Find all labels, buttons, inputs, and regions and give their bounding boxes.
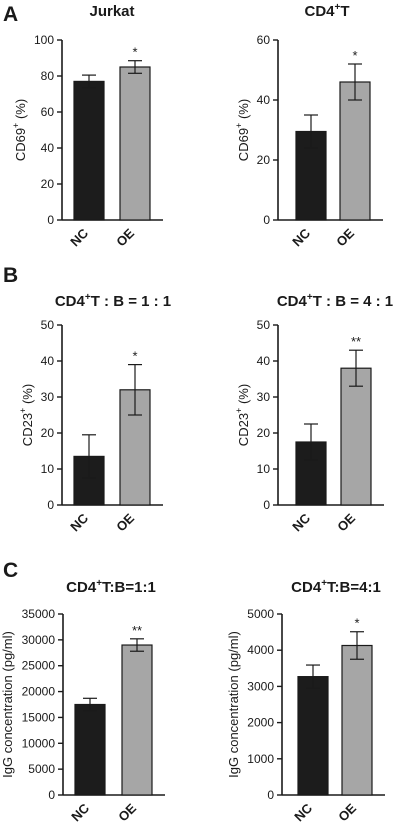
y-axis-label: CD23+ (%)	[18, 384, 35, 446]
bar-oe	[119, 66, 151, 221]
y-axis-label: IgG concentration (pg/ml)	[0, 631, 15, 778]
panel-letter-a: A	[3, 3, 18, 26]
chart-2: CD4+T 0 20 40 60 CD69+ (%) NC * OE	[234, 2, 383, 249]
chart-title: CD4+T:B=1:1	[66, 578, 156, 596]
y-tick-label: 80	[41, 69, 55, 83]
y-tick-label: 20	[257, 153, 271, 167]
category-label: OE	[335, 800, 359, 824]
bar-nc	[73, 80, 105, 221]
significance-marker: *	[132, 45, 137, 60]
category-label: OE	[334, 510, 358, 534]
chart-title: CD4+T : B = 1 : 1	[55, 292, 171, 310]
y-axis-label: CD69+ (%)	[234, 99, 251, 161]
y-tick-label: 50	[257, 318, 271, 332]
significance-marker: **	[351, 334, 361, 349]
y-tick-label: 40	[41, 354, 55, 368]
panel-letter-b: B	[3, 264, 18, 287]
y-tick-label: 0	[47, 498, 54, 512]
category-label: OE	[113, 510, 137, 534]
chart-title: CD4+T : B = 4 : 1	[277, 292, 393, 310]
y-tick-label: 2000	[247, 716, 274, 730]
category-label: NC	[67, 510, 91, 534]
y-axis-label: CD23+ (%)	[234, 384, 251, 446]
y-tick-label: 0	[263, 498, 270, 512]
bar-oe	[121, 644, 153, 796]
y-tick-label: 50	[41, 318, 55, 332]
bar-nc	[297, 676, 329, 796]
bar-oe	[341, 644, 373, 796]
y-tick-label: 100	[34, 33, 54, 47]
y-tick-label: 30	[257, 390, 271, 404]
significance-marker: **	[132, 623, 142, 638]
chart-title: CD4+T:B=4:1	[291, 578, 381, 596]
chart-6: CD4+T:B=4:1 0 1000 2000 3000 4000 5000 IgG conc…	[226, 578, 385, 824]
y-tick-label: 20	[41, 426, 55, 440]
y-tick-label: 0	[267, 788, 274, 802]
significance-marker: *	[354, 616, 359, 631]
significance-marker: *	[352, 48, 357, 63]
chart-title: Jurkat	[89, 3, 134, 20]
category-label: NC	[68, 800, 92, 824]
panel-letter-c: C	[3, 559, 18, 582]
y-tick-label: 10	[257, 462, 271, 476]
y-tick-label: 0	[263, 213, 270, 227]
category-label: OE	[113, 225, 137, 249]
category-label: NC	[291, 800, 315, 824]
y-tick-label: 35000	[22, 607, 56, 621]
chart-1: Jurkat 0 20 40 60 80 100 CD69+ (%) NC * OE	[11, 3, 163, 249]
bar-nc	[74, 703, 106, 796]
y-tick-label: 10000	[22, 736, 56, 750]
y-tick-label: 60	[257, 33, 271, 47]
y-tick-label: 5000	[247, 607, 274, 621]
category-label: OE	[115, 800, 139, 824]
bar-oe	[339, 81, 371, 221]
y-tick-label: 20000	[22, 685, 56, 699]
category-label: NC	[289, 225, 313, 249]
y-tick-label: 5000	[28, 762, 55, 776]
y-axis-label: CD69+ (%)	[11, 99, 28, 161]
y-tick-label: 0	[48, 788, 55, 802]
y-tick-label: 20	[41, 177, 55, 191]
y-tick-label: 1000	[247, 752, 274, 766]
category-label: NC	[289, 510, 313, 534]
y-tick-label: 40	[41, 141, 55, 155]
y-tick-label: 40	[257, 354, 271, 368]
y-axis-label: IgG concentration (pg/ml)	[226, 631, 241, 778]
significance-marker: *	[132, 349, 137, 364]
y-tick-label: 4000	[247, 643, 274, 657]
y-tick-label: 30	[41, 390, 55, 404]
chart-4: CD4+T : B = 4 : 1 0 10 20 30 40 50 CD23+ (%) NC *…	[234, 292, 393, 534]
y-tick-label: 25000	[22, 659, 56, 673]
category-label: NC	[67, 225, 91, 249]
y-tick-label: 10	[41, 462, 55, 476]
y-tick-label: 0	[47, 213, 54, 227]
bar-oe	[340, 367, 372, 506]
chart-title: CD4+T	[304, 2, 349, 20]
category-label: OE	[333, 225, 357, 249]
chart-3: CD4+T : B = 1 : 1 0 10 20 30 40 50 CD23+ (%) NC *…	[18, 292, 171, 534]
y-tick-label: 60	[41, 105, 55, 119]
y-tick-label: 30000	[22, 633, 56, 647]
chart-5: CD4+T:B=1:1 0 5000 10000 15000 20000 25000 3000…	[0, 578, 165, 824]
y-tick-label: 40	[257, 93, 271, 107]
y-tick-label: 20	[257, 426, 271, 440]
y-tick-label: 3000	[247, 679, 274, 693]
y-tick-label: 15000	[22, 710, 56, 724]
